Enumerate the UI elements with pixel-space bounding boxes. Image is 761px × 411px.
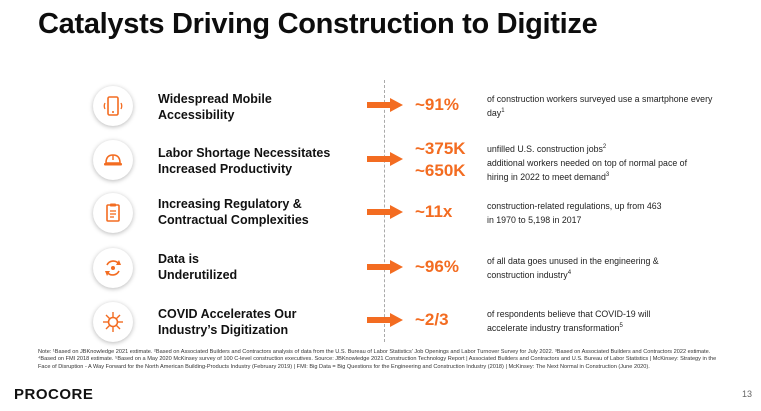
- catalyst-label: Widespread Mobile Accessibility: [158, 92, 272, 122]
- stat-value: ~11x: [415, 202, 453, 221]
- virus-icon: [93, 302, 133, 342]
- stat-value: ~96%: [415, 257, 459, 276]
- hard-hat-icon: [93, 140, 133, 180]
- arrow-right-icon: [367, 260, 403, 274]
- stat-value: ~650K: [415, 161, 466, 180]
- catalyst-label: Labor Shortage Necessitates Increased Pr…: [158, 146, 331, 176]
- stat-description: unfilled U.S. construction jobs2: [487, 143, 607, 154]
- catalyst-row-covid: COVID Accelerates Our Industry’s Digitiz…: [0, 301, 761, 351]
- catalyst-label: Increasing Regulatory & Contractual Comp…: [158, 197, 309, 227]
- arrow-right-icon: [367, 98, 403, 112]
- stat-description: construction-related regulations, up fro…: [487, 201, 662, 225]
- stat-description: of respondents believe that COVID-19 wil…: [487, 309, 651, 333]
- stat-description: of all data goes unused in the engineeri…: [487, 256, 659, 280]
- procore-logo: PROCORE: [14, 386, 94, 403]
- stat-description: of construction workers surveyed use a s…: [487, 94, 713, 118]
- catalyst-row-mobile: Widespread Mobile Accessibility ~91% of …: [0, 82, 761, 132]
- page-number: 13: [742, 389, 753, 399]
- catalyst-row-regulatory: Increasing Regulatory & Contractual Comp…: [0, 191, 761, 241]
- catalyst-row-labor: Labor Shortage Necessitates Increased Pr…: [0, 136, 761, 186]
- clipboard-icon: [93, 193, 133, 233]
- page-title: Catalysts Driving Construction to Digiti…: [38, 8, 598, 40]
- stat-value: ~91%: [415, 95, 459, 114]
- stat-description: additional workers needed on top of norm…: [487, 158, 688, 182]
- arrow-right-icon: [367, 205, 403, 219]
- smartphone-icon: [93, 86, 133, 126]
- stat-value: ~2/3: [415, 310, 449, 329]
- catalyst-label: Data is Underutilized: [158, 252, 238, 282]
- stat-value: ~375K: [415, 139, 466, 158]
- catalyst-row-data: Data is Underutilized ~96% of all data g…: [0, 246, 761, 296]
- footnote: Note: ¹Based on JBKnowledge 2021 estimat…: [38, 349, 717, 370]
- arrow-right-icon: [367, 152, 403, 166]
- arrow-right-icon: [367, 313, 403, 327]
- catalyst-label: COVID Accelerates Our Industry’s Digitiz…: [158, 307, 297, 337]
- data-cycle-icon: [93, 248, 133, 288]
